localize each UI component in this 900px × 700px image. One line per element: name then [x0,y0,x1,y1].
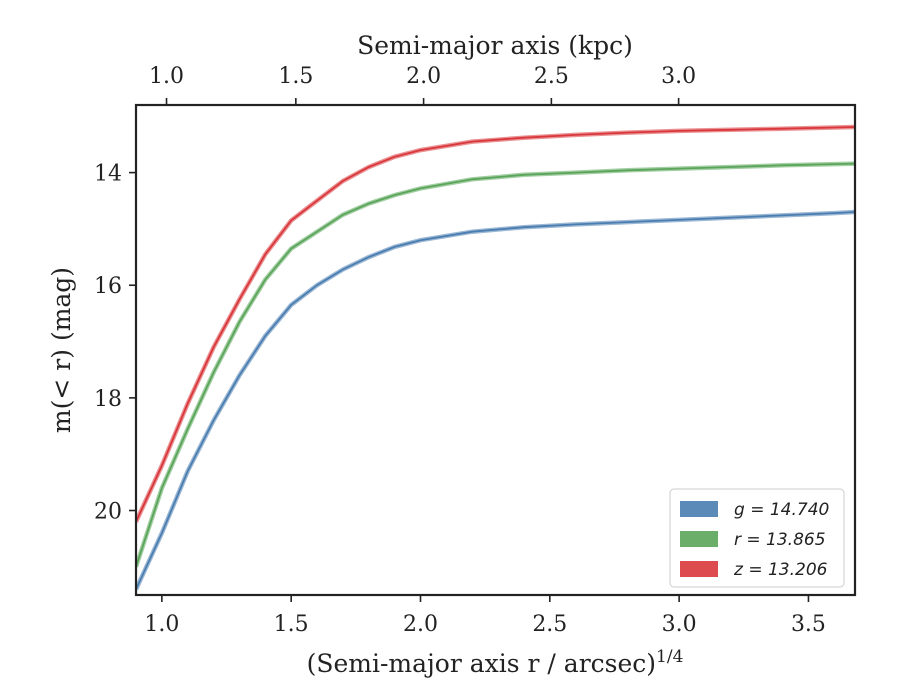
top-x-tick-label: 2.0 [406,64,441,89]
x-tick-label: 2.5 [532,612,567,637]
x-axis-title: (Semi-major axis r / arcsec)1/4 [307,647,684,678]
x-axis-title-superscript: 1/4 [656,647,683,667]
top-x-tick-label: 1.0 [149,64,184,89]
series-line-1 [136,162,855,568]
y-tick-label: 18 [94,387,122,412]
top-x-axis-title: Semi-major axis (kpc) [357,31,633,60]
legend-label-1: r = 13.865 [734,530,826,550]
top-x-axis: 1.0 1.5 2.0 2.5 3.0 [149,64,696,105]
x-tick-label: 1.0 [144,612,179,637]
top-x-tick-label: 2.5 [534,64,569,89]
top-x-tick-label: 1.5 [278,64,313,89]
left-y-axis: 14 16 18 20 [94,162,136,525]
legend-label-0: g = 14.740 [734,500,829,520]
legend-swatch-2 [680,561,718,577]
y-tick-label: 14 [94,162,122,187]
y-tick-label: 16 [94,274,122,299]
top-x-tick-label: 3.0 [661,64,696,89]
x-tick-label: 1.5 [274,612,309,637]
x-axis-title-text: (Semi-major axis r / arcsec) [307,649,656,678]
axes-frame [134,103,857,597]
bottom-x-axis: 1.0 1.5 2.0 2.5 3.0 3.5 [144,595,826,637]
legend-swatch-1 [680,531,718,547]
series-line-2 [136,126,855,523]
x-tick-label: 3.0 [662,612,697,637]
legend: g = 14.740 r = 13.865 z = 13.206 [669,488,845,588]
x-tick-label: 3.5 [791,612,826,637]
plot-area [136,124,855,591]
x-tick-label: 2.0 [403,612,438,637]
y-tick-label: 20 [94,500,122,525]
legend-label-2: z = 13.206 [733,560,828,580]
y-axis-title: m(< r) (mag) [47,267,76,433]
series-line-0 [136,211,855,590]
legend-swatch-0 [680,501,718,517]
series-band-2 [136,124,855,523]
